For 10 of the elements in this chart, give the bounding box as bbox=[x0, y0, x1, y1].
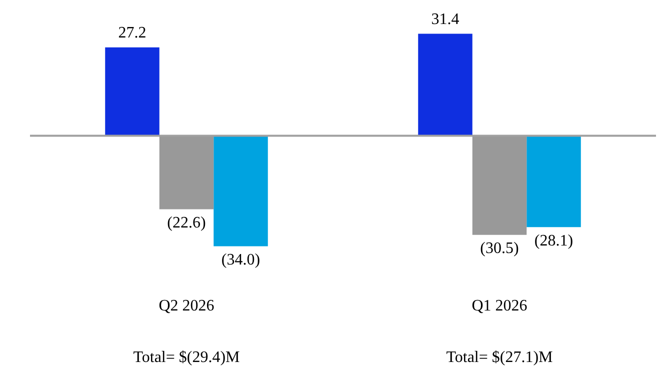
data-label: (30.5) bbox=[480, 240, 519, 258]
x-tick-label: Q2 2026 bbox=[158, 298, 214, 315]
data-label: (22.6) bbox=[167, 214, 206, 232]
data-label: 27.2 bbox=[118, 24, 146, 42]
data-label: (28.1) bbox=[534, 232, 574, 250]
data-label: 31.4 bbox=[431, 10, 460, 28]
text: Total= $(29.4)M bbox=[133, 349, 240, 366]
data-label: (34.0) bbox=[221, 251, 260, 268]
x-tick-label: Q1 2026 bbox=[472, 298, 528, 315]
text: Total= $(27.1)M bbox=[446, 349, 553, 366]
